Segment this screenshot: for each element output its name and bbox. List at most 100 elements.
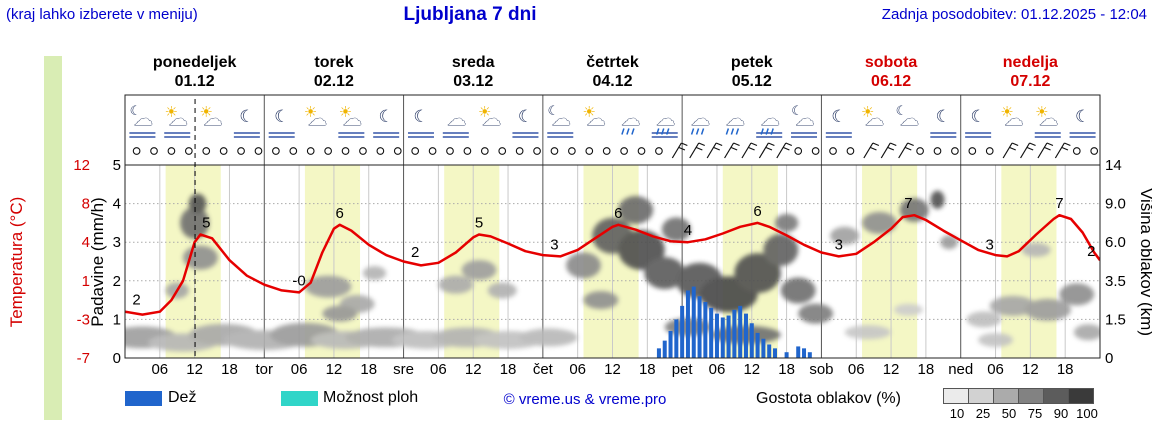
last-update: Zadnja posodobitev: 01.12.2025 - 12:04 (881, 6, 1147, 23)
cloud-density-tick: 10 (949, 406, 965, 421)
svg-text:☀: ☀ (199, 104, 212, 121)
svg-text:☀: ☀ (304, 104, 317, 121)
cloud-density-tick: 50 (1001, 406, 1017, 421)
svg-text:☀: ☀ (1000, 104, 1013, 121)
showers-legend-label: Možnost ploh (323, 389, 419, 406)
svg-text:5: 5 (202, 214, 210, 231)
cloud-density-cell (968, 388, 994, 404)
svg-text:12: 12 (326, 361, 343, 378)
svg-text:4: 4 (82, 234, 90, 251)
svg-text:☁: ☁ (621, 109, 640, 130)
svg-text:☁: ☁ (134, 109, 153, 130)
page-title: Ljubljana 7 dni (403, 4, 537, 25)
svg-text:☁: ☁ (656, 109, 675, 130)
weather-icons: ☾☁ ☀☁ ☀☁ ☾ ☾ ☀☁ ☀☁ ☾ ☾ ☁ ☀☁ ☾ ☾☁ ☀☁ ☁ ☁ ☁ ☁ ☁ ☾☁ ☾ ☀☁ ☾☁ ☾ ☾ ☀☁ ☀☁… (129, 103, 1096, 138)
svg-text:☁: ☁ (726, 109, 745, 130)
svg-text:06: 06 (987, 361, 1004, 378)
chart-render-layer: 25-062536463737212841-3-7543210149.06.03… (44, 54, 1126, 420)
svg-text:☁: ☁ (447, 109, 466, 130)
svg-text:☁: ☁ (552, 109, 571, 130)
svg-text:8: 8 (82, 196, 90, 213)
svg-text:06.12: 06.12 (871, 73, 911, 90)
svg-text:sre: sre (393, 361, 414, 378)
svg-text:7: 7 (1055, 195, 1063, 212)
svg-text:9.0: 9.0 (1105, 196, 1126, 213)
svg-text:2: 2 (113, 273, 121, 290)
rain-legend-swatch (125, 391, 162, 406)
svg-text:12: 12 (883, 361, 900, 378)
svg-text:-3: -3 (77, 311, 90, 328)
svg-text:12: 12 (743, 361, 760, 378)
day-headers: ponedeljek 01.12 torek 02.12 sreda 03.12 četrt… (153, 54, 1058, 90)
svg-text:čet: čet (533, 361, 554, 378)
cloud-density-tick: 75 (1027, 406, 1043, 421)
svg-text:☀: ☀ (339, 104, 352, 121)
copyright-link[interactable]: © vreme.us & vreme.pro (503, 391, 667, 408)
svg-text:-7: -7 (77, 350, 90, 367)
svg-text:☁: ☁ (308, 109, 327, 130)
precipitation-bars (656, 286, 812, 358)
svg-text:0: 0 (113, 350, 121, 367)
svg-text:04.12: 04.12 (592, 73, 632, 90)
svg-text:1.5: 1.5 (1105, 311, 1126, 328)
svg-text:12: 12 (73, 157, 90, 174)
svg-text:☁: ☁ (587, 109, 606, 130)
cloud-density-cell (1043, 388, 1069, 404)
precip-axis-label: Padavine (mm/h) (88, 197, 107, 326)
svg-text:05.12: 05.12 (732, 73, 772, 90)
svg-text:2: 2 (1087, 243, 1095, 260)
svg-text:06: 06 (848, 361, 865, 378)
svg-text:tor: tor (256, 361, 274, 378)
svg-text:06: 06 (569, 361, 586, 378)
svg-text:sob: sob (809, 361, 833, 378)
svg-text:5: 5 (113, 157, 121, 174)
svg-text:☀: ☀ (582, 104, 595, 121)
svg-text:12: 12 (465, 361, 482, 378)
svg-text:07.12: 07.12 (1010, 73, 1050, 90)
svg-text:18: 18 (639, 361, 656, 378)
svg-text:ponedeljek: ponedeljek (153, 54, 237, 71)
cloud-density-cell (943, 388, 969, 404)
svg-text:3: 3 (113, 234, 121, 251)
svg-text:06: 06 (151, 361, 168, 378)
svg-text:sreda: sreda (452, 54, 495, 71)
svg-text:6: 6 (336, 205, 344, 222)
cloud-density-scale-ticks: 10 25 50 75 90 100 (944, 406, 1100, 421)
svg-text:☾: ☾ (130, 103, 142, 118)
temperature-labels: 2 5 -0 6 2 5 3 6 4 6 3 7 3 7 2 (132, 195, 1095, 309)
svg-text:☁: ☁ (204, 109, 223, 130)
svg-text:☁: ☁ (1039, 109, 1058, 130)
svg-text:ned: ned (948, 361, 973, 378)
cloud-density-tick: 25 (975, 406, 991, 421)
cloud-density-tick: 100 (1076, 406, 1098, 421)
svg-text:12: 12 (1022, 361, 1039, 378)
x-axis-labels: 06 12 18 tor 06 12 18 sre 06 12 18 čet 06 12 18 pet 06 12… (151, 361, 1073, 378)
clouds-layer (125, 190, 1100, 352)
showers-legend-swatch (281, 391, 318, 406)
svg-text:01.12: 01.12 (175, 73, 215, 90)
svg-text:03.12: 03.12 (453, 73, 493, 90)
svg-text:2: 2 (411, 244, 419, 261)
svg-text:1: 1 (113, 311, 121, 328)
svg-text:torek: torek (314, 54, 353, 71)
svg-text:18: 18 (500, 361, 517, 378)
svg-text:7: 7 (904, 195, 912, 212)
svg-text:06: 06 (709, 361, 726, 378)
svg-text:☀: ☀ (165, 104, 178, 121)
svg-text:petek: petek (731, 54, 773, 71)
svg-text:06: 06 (291, 361, 308, 378)
svg-text:18: 18 (778, 361, 795, 378)
cloud-density-legend-label: Gostota oblakov (%) (756, 390, 901, 407)
svg-text:2: 2 (132, 292, 140, 309)
svg-text:3: 3 (986, 236, 994, 253)
svg-text:☀: ☀ (861, 104, 874, 121)
svg-text:4: 4 (113, 196, 121, 213)
svg-text:02.12: 02.12 (314, 73, 354, 90)
svg-text:4: 4 (684, 222, 692, 239)
svg-text:☾: ☾ (547, 103, 559, 118)
svg-text:06: 06 (430, 361, 447, 378)
svg-text:18: 18 (1057, 361, 1074, 378)
